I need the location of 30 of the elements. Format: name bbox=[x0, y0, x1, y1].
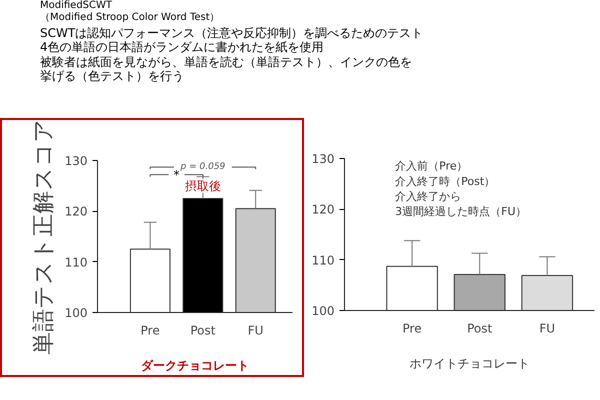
y-tick-label: 130 bbox=[312, 152, 334, 166]
text: SCWTは認知パフォーマンス（注意や反応抑制）を調べるためのテスト bbox=[40, 26, 424, 40]
text: 挙げる（色テスト）を行う bbox=[40, 69, 185, 84]
y-axis-title: 単語テスト正解スコア bbox=[30, 118, 57, 354]
y-tick-label: 110 bbox=[64, 255, 88, 270]
y-tick-label: 100 bbox=[312, 304, 334, 318]
x-axis-title: ホワイトチョコレート bbox=[410, 356, 530, 370]
chart-subtitle: （Modified Stroop Color Word Test） bbox=[40, 12, 221, 24]
annotation: 介入終了から bbox=[395, 190, 462, 203]
y-tick-label: 130 bbox=[64, 154, 88, 168]
x-tick-label: Post bbox=[190, 324, 216, 338]
text: 被験者は紙面を見ながら、単語を読む（単語テスト）、インクの色を bbox=[40, 54, 413, 70]
x-tick-label: FU bbox=[539, 322, 556, 336]
annotation: 介入前（Pre） bbox=[395, 160, 468, 173]
y-tick-label: 120 bbox=[64, 204, 88, 219]
chart-title: ModifiedSCWT bbox=[40, 0, 113, 12]
annotation: p = 0.059 bbox=[180, 162, 226, 172]
text: 4色の単語の日本語がランダムに書かれたを紙を使用 bbox=[40, 40, 325, 55]
y-tick-label: 120 bbox=[312, 202, 334, 217]
y-tick-label: 110 bbox=[312, 253, 334, 268]
x-axis-title: ダークチョコレート bbox=[141, 358, 249, 372]
y-tick-label: 100 bbox=[64, 306, 88, 320]
x-tick-label: Post bbox=[467, 322, 492, 336]
x-tick-label: Pre bbox=[140, 324, 160, 338]
annotation: 介入終了時（Post） bbox=[395, 174, 496, 188]
annotation: * bbox=[174, 168, 180, 182]
x-tick-label: FU bbox=[248, 324, 264, 338]
annotation: 3週間経過した時点（FU） bbox=[395, 205, 527, 218]
x-tick-label: Pre bbox=[402, 322, 422, 336]
annotation: 摂取後 bbox=[184, 178, 221, 193]
